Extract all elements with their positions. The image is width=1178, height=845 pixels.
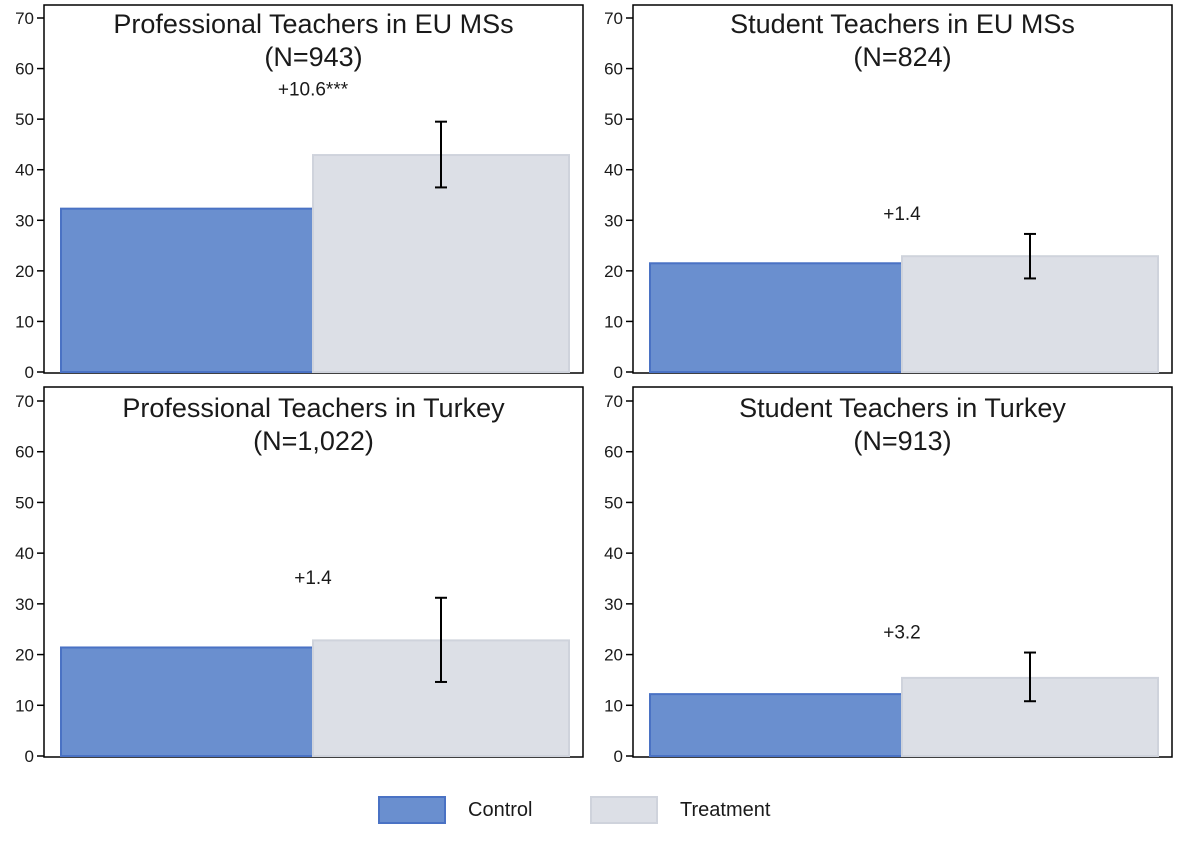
- panel-title: Professional Teachers in Turkey: [122, 393, 505, 423]
- y-tick-label: 30: [15, 211, 34, 230]
- legend-label-control: Control: [468, 798, 533, 821]
- bar-treatment: [312, 154, 570, 373]
- y-tick-label: 0: [25, 363, 34, 382]
- y-tick-label: 70: [15, 9, 34, 28]
- chart-panel-3: 0 10 20 30 40 50 60 70 +1.4 Professional Teachers…: [15, 386, 584, 766]
- panel-subtitle: (N=1,022): [253, 426, 374, 456]
- legend-label-treatment: Treatment: [680, 798, 771, 821]
- y-tick-label: 60: [15, 60, 34, 79]
- bar-control: [60, 207, 314, 373]
- panel-subtitle: (N=943): [264, 42, 362, 72]
- y-tick-label: 60: [604, 443, 623, 462]
- y-tick-label: 60: [15, 443, 34, 462]
- y-tick-label: 60: [604, 60, 623, 79]
- y-tick-label: 0: [614, 747, 623, 766]
- difference-annotation: +3.2: [883, 623, 921, 644]
- bar-control: [649, 693, 903, 758]
- y-tick-label: 30: [604, 211, 623, 230]
- y-tick-label: 40: [604, 161, 623, 180]
- difference-annotation: +10.6***: [278, 80, 349, 101]
- y-tick-label: 20: [604, 646, 623, 665]
- panel-subtitle: (N=913): [853, 426, 951, 456]
- y-tick-label: 40: [15, 544, 34, 563]
- y-tick-label: 0: [614, 363, 623, 382]
- chart-panel-4: 0 10 20 30 40 50 60 70 +3.2 Student Teachers in T…: [604, 386, 1173, 766]
- chart-panel-1: 0 10 20 30 40 50 60 70 +10.6*** Professional Teac…: [15, 4, 584, 382]
- y-tick-label: 10: [15, 696, 34, 715]
- y-tick-label: 50: [15, 110, 34, 129]
- legend-swatch-treatment: [590, 796, 658, 824]
- y-tick-label: 20: [15, 646, 34, 665]
- bar-control: [649, 262, 903, 373]
- legend-item-treatment: Treatment: [590, 794, 770, 826]
- y-tick-label: 10: [604, 312, 623, 331]
- chart-legend: Control Treatment: [0, 788, 1178, 832]
- panel-subtitle: (N=824): [853, 42, 951, 72]
- y-tick-label: 70: [15, 392, 34, 411]
- y-tick-label: 0: [25, 747, 34, 766]
- y-tick-label: 30: [604, 595, 623, 614]
- bar-control: [60, 646, 314, 758]
- y-tick-label: 50: [604, 110, 623, 129]
- panel-title: Professional Teachers in EU MSs: [113, 9, 513, 39]
- y-tick-label: 40: [604, 544, 623, 563]
- y-tick-label: 20: [604, 262, 623, 281]
- y-tick-label: 30: [15, 595, 34, 614]
- y-tick-label: 50: [604, 493, 623, 512]
- chart-panel-2: 0 10 20 30 40 50 60 70 +1.4 Student Teachers in E…: [604, 4, 1173, 382]
- y-tick-label: 10: [15, 312, 34, 331]
- legend-swatch-control: [378, 796, 446, 824]
- y-tick-label: 70: [604, 392, 623, 411]
- y-tick-label: 20: [15, 262, 34, 281]
- difference-annotation: +1.4: [883, 204, 921, 225]
- panel-title: Student Teachers in Turkey: [739, 393, 1066, 423]
- y-tick-label: 50: [15, 493, 34, 512]
- y-tick-label: 70: [604, 9, 623, 28]
- legend-item-control: Control: [378, 794, 532, 826]
- panel-title: Student Teachers in EU MSs: [730, 9, 1075, 39]
- difference-annotation: +1.4: [294, 568, 332, 589]
- y-tick-label: 10: [604, 696, 623, 715]
- y-tick-label: 40: [15, 161, 34, 180]
